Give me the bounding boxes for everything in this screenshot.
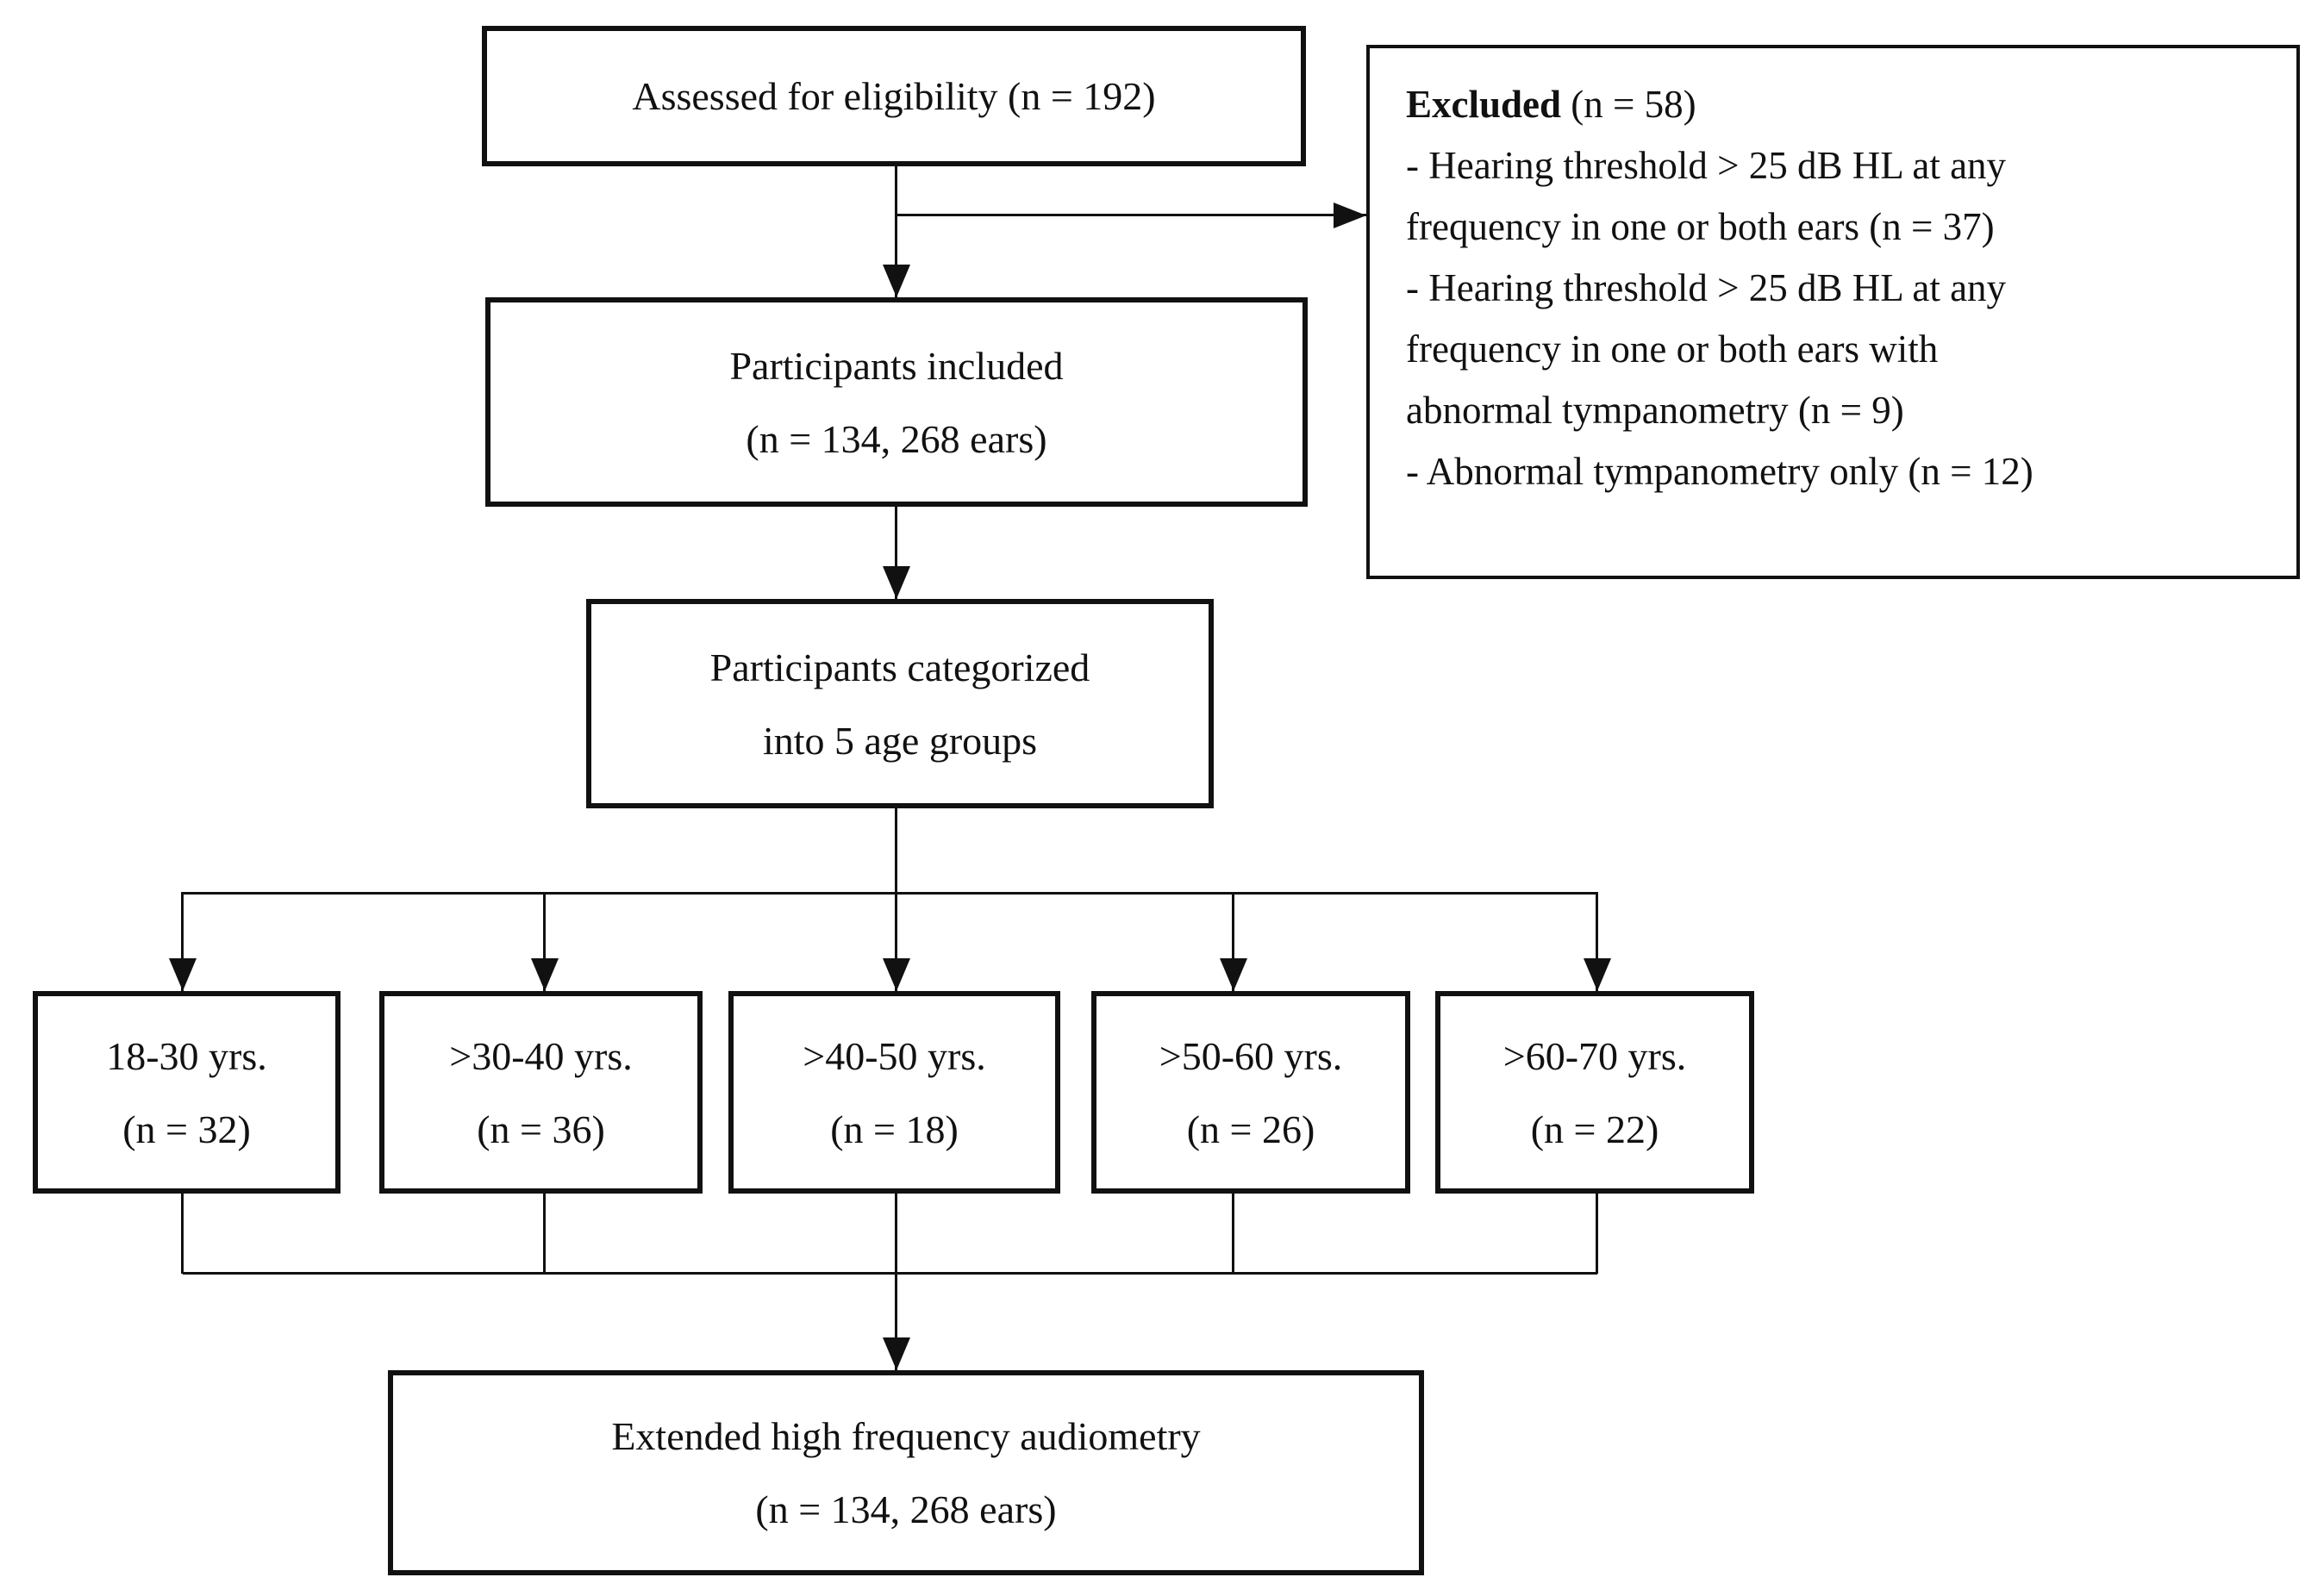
participants-categorized-text2: into 5 age groups	[762, 718, 1038, 763]
excluded-count: (n = 58)	[1561, 83, 1696, 126]
connector-drop-age-1	[181, 892, 184, 991]
participants-categorized-text: Participants categorized	[709, 645, 1090, 689]
arrowhead-down-icon	[1584, 958, 1611, 991]
arrowhead-down-icon	[883, 265, 910, 297]
connector-categorized-to-distribution	[895, 808, 897, 895]
connector-drop-age-2	[543, 892, 546, 991]
connector-merge-to-final	[895, 1272, 897, 1370]
excluded-reason-line: - Hearing threshold > 25 dB HL at any	[1406, 144, 2007, 187]
excluded-reason-line: frequency in one or both ears (n = 37)	[1406, 205, 1995, 248]
excluded-title-line: Excluded (n = 58)	[1406, 74, 2260, 135]
age-group-count: (n = 18)	[830, 1107, 959, 1151]
final-audiometry-text: Extended high frequency audiometry	[611, 1414, 1201, 1458]
arrowhead-down-icon	[883, 566, 910, 599]
arrowhead-down-icon	[169, 958, 197, 991]
participants-included-box: Participants included (n = 134, 268 ears…	[485, 297, 1308, 507]
age-group-box-18-30: 18-30 yrs. (n = 32)	[33, 991, 340, 1194]
age-group-box-50-60: >50-60 yrs. (n = 26)	[1091, 991, 1410, 1194]
age-group-count: (n = 32)	[122, 1107, 251, 1151]
age-group-box-40-50: >40-50 yrs. (n = 18)	[728, 991, 1060, 1194]
age-group-box-60-70: >60-70 yrs. (n = 22)	[1435, 991, 1754, 1194]
connector-assessed-to-included	[895, 166, 897, 297]
final-audiometry-count: (n = 134, 268 ears)	[755, 1487, 1057, 1531]
arrowhead-down-icon	[883, 1337, 910, 1370]
excluded-reason-line: abnormal tympanometry (n = 9)	[1406, 389, 1904, 432]
participants-included-count: (n = 134, 268 ears)	[746, 416, 1047, 461]
age-group-label: >50-60 yrs.	[1159, 1033, 1343, 1078]
participants-categorized-box: Participants categorized into 5 age grou…	[586, 599, 1214, 808]
connector-merge-age-5	[1596, 1194, 1598, 1274]
assessed-eligibility-text: Assessed for eligibility (n = 192)	[632, 74, 1156, 118]
assessed-eligibility-box: Assessed for eligibility (n = 192)	[482, 26, 1306, 166]
age-group-count: (n = 26)	[1186, 1107, 1315, 1151]
connector-included-to-categorized	[895, 507, 897, 599]
connector-merge-age-3	[895, 1194, 897, 1274]
arrowhead-down-icon	[1220, 958, 1247, 991]
age-group-label: 18-30 yrs.	[106, 1033, 267, 1078]
merge-line	[183, 1272, 1597, 1275]
age-group-label: >30-40 yrs.	[449, 1033, 633, 1078]
age-group-box-30-40: >30-40 yrs. (n = 36)	[379, 991, 703, 1194]
connector-merge-age-2	[543, 1194, 546, 1274]
final-audiometry-box: Extended high frequency audiometry (n = …	[388, 1370, 1424, 1575]
connector-merge-age-1	[181, 1194, 184, 1274]
excluded-title: Excluded	[1406, 83, 1562, 126]
arrowhead-right-icon	[1334, 203, 1366, 228]
arrowhead-down-icon	[883, 958, 910, 991]
connector-merge-age-4	[1232, 1194, 1234, 1274]
excluded-reason-line: - Hearing threshold > 25 dB HL at any	[1406, 266, 2007, 309]
excluded-reason-line: - Abnormal tympanometry only (n = 12)	[1406, 450, 2034, 493]
distribution-line	[183, 892, 1597, 895]
excluded-box: Excluded (n = 58) - Hearing threshold > …	[1366, 45, 2300, 579]
age-group-label: >40-50 yrs.	[803, 1033, 986, 1078]
participants-included-text: Participants included	[729, 343, 1064, 388]
connector-branch-to-excluded	[896, 214, 1366, 216]
age-group-count: (n = 36)	[477, 1107, 605, 1151]
age-group-label: >60-70 yrs.	[1502, 1033, 1687, 1078]
connector-drop-age-5	[1596, 892, 1598, 991]
connector-drop-age-3	[895, 892, 897, 991]
arrowhead-down-icon	[531, 958, 559, 991]
excluded-reason-line: frequency in one or both ears with	[1406, 327, 1939, 371]
age-group-count: (n = 22)	[1530, 1107, 1659, 1151]
connector-drop-age-4	[1232, 892, 1234, 991]
